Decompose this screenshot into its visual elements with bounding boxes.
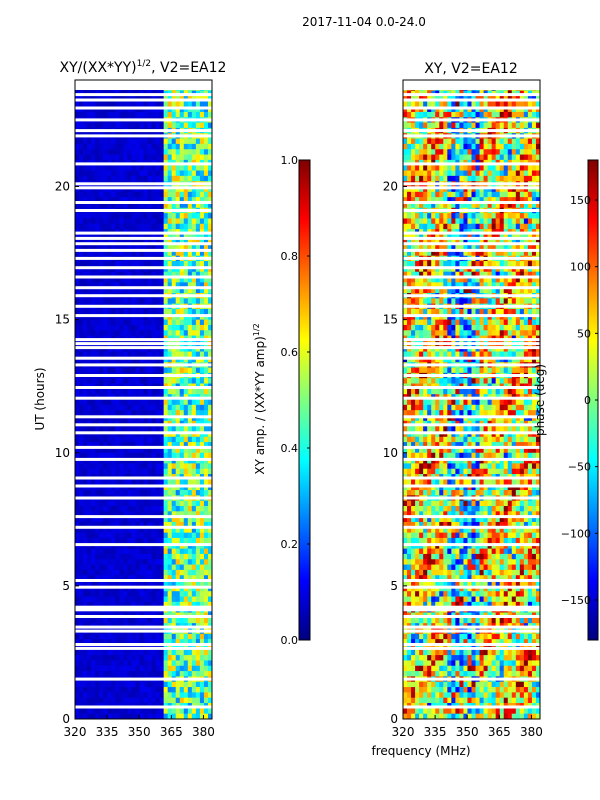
amplitude-colorbar-label: XY amp. / (XX*YY amp)1/2 (252, 323, 267, 474)
colorbar-tick-label: 0.2 (281, 538, 299, 551)
phase-y-axis: 0 5 10 15 20 (383, 180, 407, 726)
x-tick-label: 335 (96, 725, 119, 739)
colorbar-tick-label: 1.0 (281, 154, 299, 167)
x-tick-label: 365 (488, 725, 511, 739)
colorbar-tick-label: 0.4 (281, 442, 299, 455)
amplitude-heatmap (75, 80, 212, 719)
amplitude-colorbar-gradient (298, 159, 311, 641)
x-tick-label: 320 (392, 725, 415, 739)
x-tick-label: 350 (456, 725, 479, 739)
phase-x-axis: 320 335 350 365 380 (392, 715, 543, 739)
y-tick-label: 20 (55, 180, 70, 194)
y-tick-label: 0 (390, 712, 398, 726)
colorbar-tick-label: 0.0 (281, 634, 299, 647)
colorbar-tick-label: −50 (568, 461, 591, 474)
phase-colorbar: −150 −100 −50 0 50 100 150 phase (deg) (533, 159, 599, 641)
phase-colorbar-label: phase (deg) (533, 364, 547, 436)
y-tick-label: 10 (55, 446, 70, 460)
x-tick-label: 335 (424, 725, 447, 739)
x-tick-label: 320 (64, 725, 87, 739)
colorbar-tick-label: 100 (570, 261, 591, 274)
phase-title: XY, V2=EA12 (424, 61, 518, 77)
colorbar-tick-label: 150 (570, 194, 591, 207)
amplitude-colorbar-ticks: 0.0 0.2 0.4 0.6 0.8 1.0 (281, 154, 310, 647)
amplitude-colorbar: 0.0 0.2 0.4 0.6 0.8 1.0 XY amp. / (XX*YY amp)… (252, 154, 311, 647)
amplitude-axes-frame (74, 79, 213, 720)
amplitude-y-axis: 0 5 10 15 20 (55, 180, 79, 726)
colorbar-tick-label: 50 (577, 327, 591, 340)
figure-suptitle: 2017-11-04 0.0-24.0 (302, 15, 426, 29)
phase-panel: XY, V2=EA12 320 335 350 365 380 0 5 10 15 20 (383, 61, 543, 739)
phase-colorbar-ticks: −150 −100 −50 0 50 100 150 (561, 194, 598, 607)
amplitude-panel: XY/(XX*YY)1/2, V2=EA12 320 335 350 365 380 0… (33, 59, 226, 739)
amplitude-gaps (75, 80, 212, 709)
y-tick-label: 20 (383, 180, 398, 194)
phase-heatmap (403, 80, 540, 719)
phase-axes-frame (402, 79, 541, 720)
x-tick-label: 350 (128, 725, 151, 739)
x-tick-label: 380 (520, 725, 543, 739)
y-tick-label: 10 (383, 446, 398, 460)
y-tick-label: 15 (55, 313, 70, 327)
colorbar-tick-label: −150 (561, 594, 591, 607)
colorbar-tick-label: −100 (561, 527, 591, 540)
colorbar-tick-label: 0 (584, 394, 591, 407)
amplitude-title: XY/(XX*YY)1/2, V2=EA12 (60, 59, 227, 76)
amplitude-x-axis: 320 335 350 365 380 (64, 715, 215, 739)
y-tick-label: 15 (383, 313, 398, 327)
amplitude-ylabel: UT (hours) (33, 367, 47, 430)
y-tick-label: 5 (390, 579, 398, 593)
shared-xlabel: frequency (MHz) (371, 744, 470, 758)
y-tick-label: 5 (62, 579, 70, 593)
phase-gaps (403, 80, 540, 709)
y-tick-label: 0 (62, 712, 70, 726)
colorbar-tick-label: 0.8 (281, 250, 299, 263)
colorbar-tick-label: 0.6 (281, 346, 299, 359)
x-tick-label: 380 (192, 725, 215, 739)
x-tick-label: 365 (160, 725, 183, 739)
